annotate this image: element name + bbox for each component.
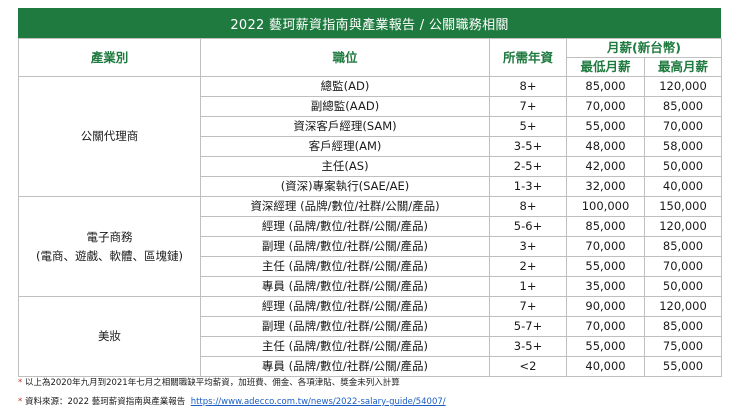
experience-cell: 5-7+ [489, 316, 567, 337]
max-salary-cell: 75,000 [644, 336, 722, 357]
footnote-mark: * [18, 378, 23, 388]
position-cell: 資深經理 (品牌/數位/社群/公關/產品) [200, 196, 490, 217]
table-row: 經理 (品牌/數位/社群/公關/產品) 5-6+ 85,000 120,000 [19, 216, 722, 237]
table-row: 公關代理商 總監(AD) 8+ 85,000 120,000 [18, 76, 722, 197]
min-salary-cell: 48,000 [566, 136, 645, 157]
footnote-note-text: 以上為2020年九月到2021年七月之相關職缺平均薪資，加班費、佣金、各項津貼、… [24, 378, 400, 388]
position-cell: (資深)專案執行(SAE/AE) [200, 176, 490, 197]
min-salary-cell: 70,000 [566, 316, 645, 337]
footnote-note: * 以上為2020年九月到2021年七月之相關職缺平均薪資，加班費、佣金、各項津… [18, 376, 721, 388]
table-row: 客戶經理(AM) 3-5+ 48,000 58,000 [19, 136, 722, 157]
industry-cell: 美妝 [18, 296, 201, 377]
max-salary-cell: 55,000 [644, 356, 722, 377]
experience-cell: 8+ [489, 196, 567, 217]
experience-cell: 8+ [489, 76, 567, 97]
max-salary-cell: 85,000 [644, 236, 722, 257]
max-salary-cell: 50,000 [644, 156, 722, 177]
table-row: 專員 (品牌/數位/社群/公關/產品) 1+ 35,000 50,000 [19, 276, 722, 297]
position-cell: 經理 (品牌/數位/社群/公關/產品) [200, 216, 490, 237]
position-cell: 客戶經理(AM) [200, 136, 490, 157]
experience-cell: 2-5+ [489, 156, 567, 177]
table-row: 電子商務 (電商、遊戲、軟體、區塊鏈) 資深經理 (品牌/數位/社群/公關/產品) 8… [18, 196, 722, 297]
header-position: 職位 [200, 38, 490, 77]
position-cell: 總監(AD) [200, 76, 490, 97]
table-row: 副理 (品牌/數位/社群/公關/產品) 3+ 70,000 85,000 [19, 236, 722, 257]
max-salary-cell: 70,000 [644, 256, 722, 277]
experience-cell: 5+ [489, 116, 567, 137]
min-salary-cell: 55,000 [566, 256, 645, 277]
min-salary-cell: 32,000 [566, 176, 645, 197]
max-salary-cell: 120,000 [644, 296, 722, 317]
experience-cell: 3+ [489, 236, 567, 257]
table-row: 專員 (品牌/數位/社群/公關/產品) <2 40,000 55,000 [19, 356, 722, 377]
header-max-salary: 最高月薪 [644, 57, 722, 77]
max-salary-cell: 50,000 [644, 276, 722, 297]
position-cell: 專員 (品牌/數位/社群/公關/產品) [200, 356, 490, 377]
position-cell: 經理 (品牌/數位/社群/公關/產品) [200, 296, 490, 317]
experience-cell: <2 [489, 356, 567, 377]
industry-label: 美妝 [98, 329, 121, 343]
min-salary-cell: 70,000 [566, 96, 645, 117]
footnote-source-mark: * [18, 397, 23, 407]
experience-cell: 1+ [489, 276, 567, 297]
experience-cell: 7+ [489, 296, 567, 317]
experience-cell: 7+ [489, 96, 567, 117]
industry-cell: 電子商務 (電商、遊戲、軟體、區塊鏈) [18, 196, 201, 297]
industry-cell: 公關代理商 [18, 76, 201, 197]
experience-cell: 3-5+ [489, 136, 567, 157]
min-salary-cell: 70,000 [566, 236, 645, 257]
max-salary-cell: 70,000 [644, 116, 722, 137]
min-salary-cell: 55,000 [566, 116, 645, 137]
table-row: (資深)專案執行(SAE/AE) 1-3+ 32,000 40,000 [19, 176, 722, 197]
experience-cell: 5-6+ [489, 216, 567, 237]
position-cell: 主任(AS) [200, 156, 490, 177]
max-salary-cell: 58,000 [644, 136, 722, 157]
experience-cell: 3-5+ [489, 336, 567, 357]
max-salary-cell: 120,000 [644, 76, 722, 97]
position-cell: 副總監(AAD) [200, 96, 490, 117]
salary-table: 產業別 職位 所需年資 月薪(新台幣) 最低月薪 最高月薪 公關代理商 總監(AD… [18, 38, 722, 377]
max-salary-cell: 85,000 [644, 96, 722, 117]
source-link[interactable]: https://www.adecco.com.tw/news/2022-sala… [190, 397, 446, 407]
footnote-source-label: 資料來源：2022 藝珂薪資指南與產業報告 [24, 397, 186, 407]
min-salary-cell: 85,000 [566, 216, 645, 237]
max-salary-cell: 150,000 [644, 196, 722, 217]
min-salary-cell: 40,000 [566, 356, 645, 377]
industry-label: 公關代理商 [80, 129, 139, 143]
min-salary-cell: 100,000 [566, 196, 645, 217]
position-cell: 主任 (品牌/數位/社群/公關/產品) [200, 256, 490, 277]
max-salary-cell: 40,000 [644, 176, 722, 197]
header-min-salary: 最低月薪 [566, 57, 645, 77]
experience-cell: 1-3+ [489, 176, 567, 197]
table-title: 2022 藝珂薪資指南與產業報告 / 公關職務相關 [18, 8, 721, 38]
industry-label: (電商、遊戲、軟體、區塊鏈) [36, 248, 183, 263]
min-salary-cell: 42,000 [566, 156, 645, 177]
table-row: 副總監(AAD) 7+ 70,000 85,000 [19, 96, 722, 117]
min-salary-cell: 85,000 [566, 76, 645, 97]
table-header: 產業別 職位 所需年資 月薪(新台幣) 最低月薪 最高月薪 [18, 38, 722, 77]
salary-table-frame: 2022 藝珂薪資指南與產業報告 / 公關職務相關 產業別 職位 所需年資 月薪… [18, 8, 722, 377]
position-cell: 副理 (品牌/數位/社群/公關/產品) [200, 236, 490, 257]
header-industry: 產業別 [18, 38, 201, 77]
footnote-source: * 資料來源：2022 藝珂薪資指南與產業報告 https://www.adec… [18, 395, 721, 407]
table-row: 美妝 經理 (品牌/數位/社群/公關/產品) 7+ 90,000 120,000 [18, 296, 722, 377]
position-cell: 專員 (品牌/數位/社群/公關/產品) [200, 276, 490, 297]
max-salary-cell: 120,000 [644, 216, 722, 237]
min-salary-cell: 35,000 [566, 276, 645, 297]
industry-label: 電子商務 [86, 229, 133, 244]
table-row: 主任(AS) 2-5+ 42,000 50,000 [19, 156, 722, 177]
position-cell: 資深客戶經理(SAM) [200, 116, 490, 137]
position-cell: 主任 (品牌/數位/社群/公關/產品) [200, 336, 490, 357]
table-row: 副理 (品牌/數位/社群/公關/產品) 5-7+ 70,000 85,000 [19, 316, 722, 337]
table-body: 公關代理商 總監(AD) 8+ 85,000 120,000 副總監(AAD) 7+ 70,0… [18, 76, 722, 377]
header-monthly-salary: 月薪(新台幣) [566, 38, 722, 58]
experience-cell: 2+ [489, 256, 567, 277]
min-salary-cell: 90,000 [566, 296, 645, 317]
header-experience: 所需年資 [489, 38, 567, 77]
position-cell: 副理 (品牌/數位/社群/公關/產品) [200, 316, 490, 337]
max-salary-cell: 85,000 [644, 316, 722, 337]
min-salary-cell: 55,000 [566, 336, 645, 357]
